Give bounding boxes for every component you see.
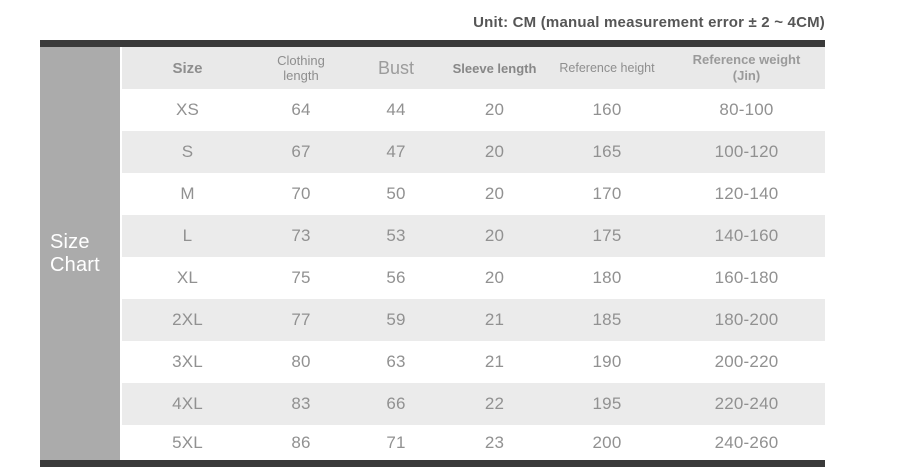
value-cell: 64 — [291, 100, 311, 119]
column-header-size: Size — [172, 59, 203, 77]
bottom-border-bar — [40, 460, 825, 467]
header-row: Size Clothing length Bust Sleeve length … — [122, 47, 825, 89]
value-cell: 80 — [291, 352, 311, 371]
value-cell: 23 — [484, 432, 505, 452]
value-cell: 75 — [291, 268, 311, 287]
value-cell: 160-180 — [714, 268, 779, 287]
size-cell: 2XL — [172, 310, 203, 329]
table-row: M 70 50 20 170 120-140 — [122, 173, 825, 215]
value-cell: 140-160 — [714, 226, 779, 245]
value-cell: 240-260 — [714, 432, 779, 452]
value-cell: 20 — [484, 142, 505, 161]
value-cell: 86 — [291, 432, 311, 452]
value-cell: 170 — [592, 184, 622, 203]
column-header-reference-height: Reference height — [559, 61, 655, 75]
value-cell: 59 — [386, 310, 406, 329]
value-cell: 73 — [291, 226, 311, 245]
size-cell: L — [182, 226, 193, 245]
value-cell: 120-140 — [714, 184, 779, 203]
table-row: 4XL 83 66 22 195 220-240 — [122, 383, 825, 425]
value-cell: 20 — [484, 184, 505, 203]
value-cell: 71 — [386, 432, 406, 452]
table-row: 3XL 80 63 21 190 200-220 — [122, 341, 825, 383]
column-header-bust: Bust — [377, 57, 415, 78]
value-cell: 185 — [592, 310, 622, 329]
sidebar-label-line2: Chart — [50, 253, 100, 276]
value-cell: 200 — [592, 432, 622, 452]
column-header-clothing-length: Clothing length — [277, 53, 325, 83]
value-cell: 56 — [386, 268, 406, 287]
column-header-reference-weight: Reference weight (Jin) — [692, 52, 801, 83]
value-cell: 21 — [484, 352, 505, 371]
value-cell: 66 — [386, 394, 406, 413]
value-cell: 165 — [592, 142, 622, 161]
value-cell: 80-100 — [719, 100, 774, 119]
size-cell: XL — [176, 268, 199, 287]
value-cell: 44 — [386, 100, 406, 119]
size-table: Size Clothing length Bust Sleeve length … — [122, 47, 825, 460]
value-cell: 20 — [484, 268, 505, 287]
value-cell: 50 — [386, 184, 406, 203]
value-cell: 83 — [291, 394, 311, 413]
size-cell: S — [181, 142, 194, 161]
size-cell: XS — [175, 100, 200, 119]
value-cell: 53 — [386, 226, 406, 245]
value-cell: 21 — [484, 310, 505, 329]
value-cell: 175 — [592, 226, 622, 245]
table-row: S 67 47 20 165 100-120 — [122, 131, 825, 173]
value-cell: 22 — [484, 394, 505, 413]
size-table-wrap: Size Clothing length Bust Sleeve length … — [122, 47, 825, 460]
sidebar-gap — [120, 47, 122, 460]
value-cell: 20 — [484, 100, 505, 119]
sidebar-label-line1: Size — [50, 230, 90, 253]
value-cell: 180 — [592, 268, 622, 287]
value-cell: 195 — [592, 394, 622, 413]
value-cell: 160 — [592, 100, 622, 119]
table-row: XL 75 56 20 180 160-180 — [122, 257, 825, 299]
table-row: XS 64 44 20 160 80-100 — [122, 89, 825, 131]
value-cell: 47 — [386, 142, 406, 161]
unit-note: Unit: CM (manual measurement error ± 2 ~… — [473, 14, 825, 31]
size-table-body: XS 64 44 20 160 80-100 S 67 47 20 165 100-120 M 70 50 2… — [122, 89, 825, 460]
panel-body: Size Chart Size Clothing length Bust — [40, 47, 825, 460]
size-cell: 5XL — [172, 432, 203, 452]
size-table-header: Size Clothing length Bust Sleeve length … — [122, 47, 825, 89]
value-cell: 70 — [291, 184, 311, 203]
size-cell: 4XL — [172, 394, 203, 413]
value-cell: 220-240 — [714, 394, 779, 413]
value-cell: 200-220 — [714, 352, 779, 371]
value-cell: 63 — [386, 352, 406, 371]
table-row: 5XL 86 71 23 200 240-260 — [122, 425, 825, 460]
column-header-sleeve-length: Sleeve length — [452, 60, 537, 76]
value-cell: 77 — [291, 310, 311, 329]
value-cell: 20 — [484, 226, 505, 245]
size-cell: M — [180, 184, 195, 203]
size-chart-sidebar-label: Size Chart — [40, 47, 120, 460]
size-cell: 3XL — [172, 352, 203, 371]
table-row: L 73 53 20 175 140-160 — [122, 215, 825, 257]
value-cell: 180-200 — [714, 310, 779, 329]
value-cell: 190 — [592, 352, 622, 371]
top-border-bar — [40, 40, 825, 47]
size-chart-panel: Size Chart Size Clothing length Bust — [40, 40, 825, 467]
value-cell: 67 — [291, 142, 311, 161]
table-row: 2XL 77 59 21 185 180-200 — [122, 299, 825, 341]
value-cell: 100-120 — [714, 142, 779, 161]
